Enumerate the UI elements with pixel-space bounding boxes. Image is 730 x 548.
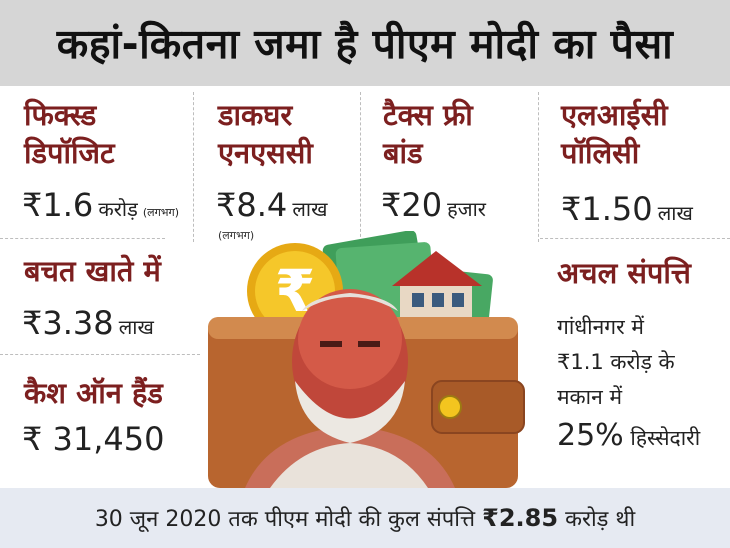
footer-suffix: करोड़ थी xyxy=(565,507,636,532)
fixed-deposit-value: ₹1.6 करोड़ (लगभग) xyxy=(22,186,179,224)
property-line-3: मकान में xyxy=(557,385,623,409)
title-bar: कहां-कितना जमा है पीएम मोदी का पैसा xyxy=(0,0,730,86)
page-title: कहां-कितना जमा है पीएम मोदी का पैसा xyxy=(56,20,674,68)
cash-value: ₹ 31,450 xyxy=(22,420,165,458)
main-panel: फिक्स्ड डिपॉजिट ₹1.6 करोड़ (लगभग) डाकघर … xyxy=(0,86,730,488)
divider xyxy=(540,238,730,239)
property-share-text: हिस्सेदारी xyxy=(630,426,701,450)
illustration: ₹ xyxy=(208,231,525,488)
divider xyxy=(0,354,200,355)
property-line-1: गांधीनगर में xyxy=(557,315,644,339)
property-heading: अचल संपत्ति xyxy=(557,256,691,290)
bond-value: ₹20 हजार xyxy=(381,186,486,224)
lic-unit: लाख xyxy=(657,201,693,225)
nsc-unit: लाख xyxy=(292,197,328,221)
divider xyxy=(0,238,165,239)
cash-heading: कैश ऑन हैंड xyxy=(24,376,163,410)
divider xyxy=(193,92,194,242)
nsc-amount: ₹8.4 xyxy=(216,186,288,224)
lic-value: ₹1.50 लाख xyxy=(561,190,693,228)
fixed-deposit-heading-2: डिपॉजिट xyxy=(24,136,115,170)
bond-unit: हजार xyxy=(447,197,486,221)
nsc-heading-1: डाकघर xyxy=(218,98,293,132)
portrait-illustration xyxy=(245,289,455,488)
property-share-pct: 25% xyxy=(557,418,624,453)
cash-amount: ₹ 31,450 xyxy=(22,420,165,458)
fixed-deposit-amount: ₹1.6 xyxy=(22,186,94,224)
lic-amount: ₹1.50 xyxy=(561,190,653,228)
savings-value: ₹3.38 लाख xyxy=(22,304,154,342)
footer-summary: 30 जून 2020 तक पीएम मोदी की कुल संपत्ति … xyxy=(95,503,635,533)
savings-amount: ₹3.38 xyxy=(22,304,114,342)
fixed-deposit-heading-1: फिक्स्ड xyxy=(24,98,97,132)
footer-prefix: 30 जून 2020 तक पीएम मोदी की कुल संपत्ति xyxy=(94,507,476,532)
lic-heading-2: पॉलिसी xyxy=(561,136,640,170)
footer-amount: ₹2.85 xyxy=(482,504,559,532)
bond-heading-1: टैक्स फ्री xyxy=(383,98,473,132)
nsc-value: ₹8.4 लाख xyxy=(216,186,327,224)
savings-heading: बचत खाते में xyxy=(24,254,161,288)
lic-heading-1: एलआईसी xyxy=(561,98,668,132)
divider xyxy=(538,92,539,242)
savings-unit: लाख xyxy=(118,315,154,339)
nsc-note: (लगभग) xyxy=(218,229,255,242)
divider xyxy=(360,92,361,242)
property-line-4: 25% हिस्सेदारी xyxy=(557,418,700,456)
house-icon xyxy=(392,251,482,323)
property-line-2: ₹1.1 करोड़ के xyxy=(557,350,675,374)
footer-bar: 30 जून 2020 तक पीएम मोदी की कुल संपत्ति … xyxy=(0,488,730,548)
bond-heading-2: बांड xyxy=(383,136,423,170)
fixed-deposit-unit: करोड़ xyxy=(98,197,138,221)
nsc-heading-2: एनएससी xyxy=(218,136,313,170)
fixed-deposit-note: (लगभग) xyxy=(142,206,180,219)
bond-amount: ₹20 xyxy=(381,186,443,224)
